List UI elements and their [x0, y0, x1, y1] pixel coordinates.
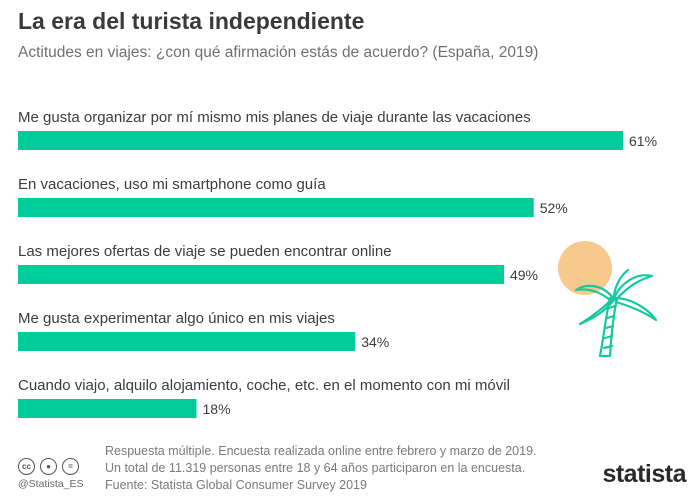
category-label: Me gusta experimentar algo único en mis …	[18, 310, 335, 327]
statista-handle: @Statista_ES	[18, 478, 84, 490]
footer-note: Un total de 11.319 personas entre 18 y 6…	[105, 461, 526, 475]
bar	[18, 265, 504, 284]
category-label: En vacaciones, uso mi smartphone como gu…	[18, 176, 326, 193]
no-derivatives-icon: =	[62, 458, 79, 475]
category-label: Las mejores ofertas de viaje se pueden e…	[18, 243, 392, 260]
category-label: Cuando viajo, alquilo alojamiento, coche…	[18, 377, 510, 394]
bar	[18, 198, 534, 217]
bar	[18, 332, 356, 351]
chart-subtitle: Actitudes en viajes: ¿con qué afirmación…	[18, 44, 539, 61]
statista-logo[interactable]: statista	[602, 460, 686, 488]
bar	[18, 131, 623, 150]
value-label: 34%	[361, 334, 389, 350]
value-label: 52%	[540, 200, 568, 216]
attribution-icon: ●	[40, 458, 57, 475]
value-label: 49%	[510, 267, 538, 283]
source-note: Fuente: Statista Global Consumer Survey …	[105, 478, 367, 492]
chart-title: La era del turista independiente	[18, 8, 365, 34]
cc-license-icon: cc	[18, 458, 35, 475]
bar-chart: Me gusta organizar por mí mismo mis plan…	[18, 109, 658, 418]
category-label: Me gusta organizar por mí mismo mis plan…	[18, 109, 531, 126]
palm-tree-sun-icon	[558, 241, 658, 358]
value-label: 18%	[203, 401, 231, 417]
footer-note: Respuesta múltiple. Encuesta realizada o…	[105, 444, 537, 458]
bar	[18, 399, 197, 418]
value-label: 61%	[629, 133, 657, 149]
